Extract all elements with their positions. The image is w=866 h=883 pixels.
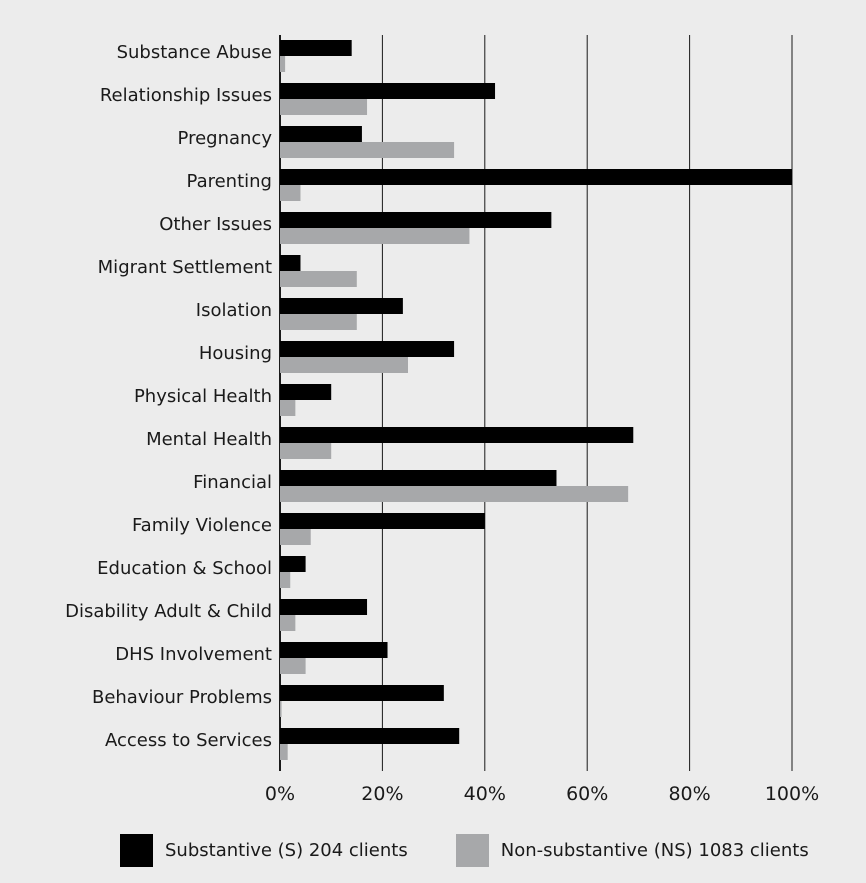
bar-substantive — [280, 513, 485, 529]
category-label: Parenting — [187, 171, 272, 192]
bar-non-substantive — [280, 142, 455, 158]
x-tick-label: 100% — [765, 783, 819, 805]
category-label: Education & School — [97, 558, 272, 579]
bar-substantive — [280, 255, 301, 271]
bar-substantive — [280, 685, 444, 701]
bar-substantive — [280, 169, 792, 185]
bar-non-substantive — [280, 314, 357, 330]
bar-substantive — [280, 83, 496, 99]
category-label: Relationship Issues — [100, 85, 272, 106]
x-tick-label: 60% — [566, 783, 608, 805]
category-label: Behaviour Problems — [92, 687, 272, 708]
category-label: DHS Involvement — [115, 644, 272, 665]
bar-non-substantive — [280, 443, 332, 459]
bar-substantive — [280, 384, 332, 400]
bar-non-substantive — [280, 615, 296, 631]
x-tick-label: 80% — [668, 783, 710, 805]
bar-substantive — [280, 212, 552, 228]
bar-substantive — [280, 40, 352, 56]
bar-substantive — [280, 642, 388, 658]
bar-substantive — [280, 126, 362, 142]
bar-substantive — [280, 599, 368, 615]
x-tick-label: 0% — [265, 783, 295, 805]
legend-label-substantive: Substantive (S) 204 clients — [165, 840, 408, 861]
category-label: Mental Health — [146, 429, 272, 450]
bar-substantive — [280, 427, 634, 443]
bar-non-substantive — [280, 744, 288, 760]
legend-item-non-substantive: Non-substantive (NS) 1083 clients — [455, 834, 809, 867]
category-label: Financial — [193, 472, 272, 493]
bar-non-substantive — [280, 357, 408, 373]
legend-swatch-substantive — [120, 834, 153, 867]
legend: Substantive (S) 204 clients Non-substant… — [120, 834, 857, 867]
legend-item-substantive: Substantive (S) 204 clients — [120, 834, 408, 867]
bar-substantive — [280, 728, 460, 744]
bar-non-substantive — [280, 572, 291, 588]
category-label: Physical Health — [134, 386, 272, 407]
bar-substantive — [280, 470, 557, 486]
bar-non-substantive — [280, 99, 368, 115]
category-label: Substance Abuse — [117, 42, 272, 63]
bar-substantive — [280, 341, 455, 357]
category-label: Isolation — [196, 300, 272, 321]
category-label: Other Issues — [159, 214, 272, 235]
bar-non-substantive — [280, 271, 357, 287]
category-label: Family Violence — [132, 515, 272, 536]
bar-non-substantive — [280, 56, 286, 72]
bar-substantive — [280, 298, 403, 314]
bar-non-substantive — [280, 701, 282, 717]
category-label: Pregnancy — [178, 128, 273, 149]
bar-non-substantive — [280, 486, 629, 502]
x-tick-label: 20% — [361, 783, 403, 805]
legend-swatch-non-substantive — [455, 834, 489, 867]
bar-non-substantive — [280, 529, 311, 545]
category-label: Access to Services — [105, 730, 272, 751]
category-label: Disability Adult & Child — [65, 601, 272, 622]
bar-non-substantive — [280, 400, 296, 416]
x-tick-label: 40% — [464, 783, 506, 805]
legend-label-non-substantive: Non-substantive (NS) 1083 clients — [500, 840, 809, 861]
category-label: Housing — [199, 343, 272, 364]
bar-substantive — [280, 556, 306, 572]
bar-non-substantive — [280, 185, 301, 201]
bar-non-substantive — [280, 658, 306, 674]
category-label: Migrant Settlement — [98, 257, 272, 278]
bar-non-substantive — [280, 228, 470, 244]
